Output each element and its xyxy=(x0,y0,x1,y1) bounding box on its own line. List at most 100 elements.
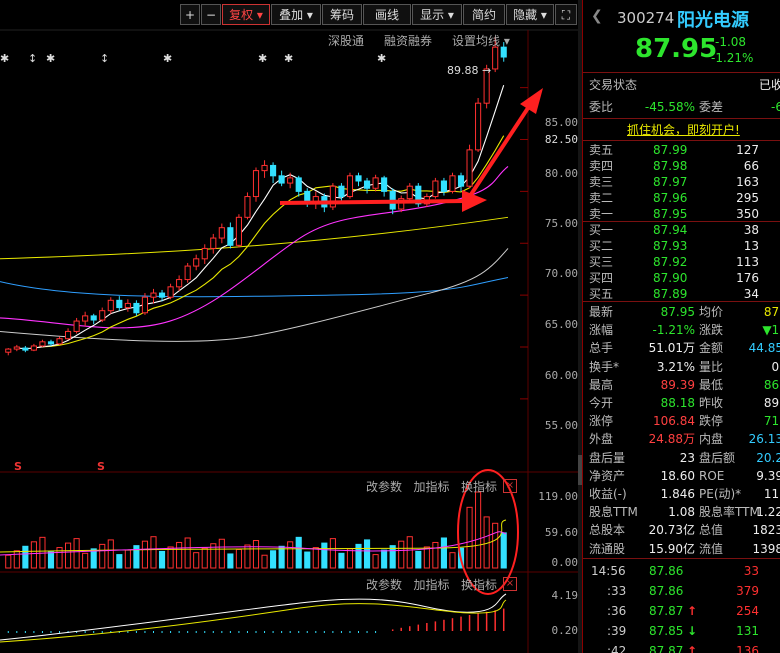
tick-list[interactable]: 14:56 87.86 33:33 87.86 379:36 87.87 ↑ 254:39 87… xyxy=(583,562,780,653)
axis-label: 80.00 xyxy=(544,167,578,180)
event-marker: ✱ xyxy=(163,52,172,65)
stat-row: 最新 87.95 均价 87. xyxy=(583,303,780,321)
tick-arrow-icon: ↑ xyxy=(687,604,698,618)
volume-bar xyxy=(312,547,319,569)
hide-label: 隐藏 xyxy=(513,8,538,22)
tick-volume: 254 xyxy=(736,604,759,618)
edit-params-link[interactable]: 改参数 xyxy=(366,578,403,592)
candle-body xyxy=(432,180,439,198)
order-diff-value: -6 xyxy=(771,100,780,114)
event-marker: ✱ xyxy=(46,52,55,65)
volume-bar xyxy=(338,552,345,569)
stat-value: 89. xyxy=(763,396,780,410)
switch-indicator-link[interactable]: 换指标 xyxy=(460,578,497,592)
volume-bar xyxy=(235,548,242,569)
axis-label: 4.19 xyxy=(551,589,579,602)
volume-bar xyxy=(167,546,174,569)
candle-body xyxy=(466,149,473,187)
tick-price: 87.86 xyxy=(649,584,684,598)
stat-value: 86. xyxy=(763,377,780,392)
open-account-link[interactable]: 抓住机会，即刻开户! xyxy=(627,123,740,137)
bid-book: 买一 87.94 38 买二 87.93 13 买三 87.92 113 买四 87.90 176 买五… xyxy=(583,222,780,302)
axis-label: 55.00 xyxy=(544,419,578,432)
hk-connect-link[interactable]: 深股通 xyxy=(328,34,365,48)
stat-label: 收益(-) xyxy=(589,487,627,501)
volume-bar xyxy=(193,552,200,569)
stat-value: 89.39 xyxy=(660,377,695,392)
stat-row: 换手* 3.21% 量比 0. xyxy=(583,358,780,376)
ma-120-line xyxy=(0,276,509,298)
close-icon[interactable]: × xyxy=(503,577,517,591)
candle-body xyxy=(235,216,242,246)
tick-time: :39 xyxy=(607,624,627,638)
bid-volume: 113 xyxy=(736,255,759,269)
bid-volume: 13 xyxy=(743,239,759,253)
stat-label: 今开 xyxy=(589,396,614,410)
volume-bar xyxy=(389,545,396,569)
ask-volume: 127 xyxy=(736,143,759,157)
bid-row: 买五 87.89 34 xyxy=(583,285,780,303)
close-icon[interactable]: × xyxy=(503,479,517,493)
bid-volume: 38 xyxy=(743,223,759,237)
ma-5-line xyxy=(16,85,505,350)
candle-body xyxy=(381,177,388,192)
candle-body xyxy=(201,247,208,260)
stat-value: 24.88万 xyxy=(648,432,695,447)
tick-price: 87.87 xyxy=(649,604,684,618)
ask-price: 87.99 xyxy=(653,143,688,157)
kline-chart[interactable]: ✱ ↕ ✱ ↕ ✱ ✱ ✱ ✱ S S xyxy=(0,0,580,653)
switch-indicator-link[interactable]: 换指标 xyxy=(460,480,497,494)
ask-price: 87.95 xyxy=(653,207,688,221)
volume-bar xyxy=(398,540,405,569)
chips-button[interactable]: 筹码 xyxy=(322,4,362,25)
stat-value: 15.90亿 xyxy=(648,541,695,556)
ma-settings-link[interactable]: 设置均线 ▾ xyxy=(452,32,510,49)
stat-row: 今开 88.18 昨收 89. xyxy=(583,394,780,412)
add-indicator-link[interactable]: 加指标 xyxy=(413,578,450,592)
edit-params-link[interactable]: 改参数 xyxy=(366,480,403,494)
chevron-left-icon[interactable]: ❮ xyxy=(591,8,603,24)
add-indicator-link[interactable]: 加指标 xyxy=(413,480,450,494)
ask-volume: 295 xyxy=(736,191,759,205)
margin-trading-link[interactable]: 融资融券 xyxy=(384,34,433,48)
price-change: -1.08 xyxy=(715,35,747,49)
candle-body xyxy=(406,185,413,200)
volume-bar xyxy=(218,538,225,569)
trade-status-row: 交易状态 已收 xyxy=(583,76,780,94)
candle-body xyxy=(176,279,183,288)
splitter-handle[interactable] xyxy=(578,455,582,485)
simple-button[interactable]: 简约 xyxy=(463,4,505,25)
stat-label: 换手* xyxy=(589,359,620,374)
candle-body xyxy=(287,177,294,184)
order-ratio-label: 委比 xyxy=(589,100,614,114)
candle-body xyxy=(30,345,37,351)
panel-splitter[interactable] xyxy=(578,0,582,653)
event-marker: ↕ xyxy=(100,52,109,65)
stat-value: 1.08 xyxy=(668,505,695,520)
tick-volume: 131 xyxy=(736,624,759,638)
ask-label: 卖三 xyxy=(589,175,614,189)
volume-bar xyxy=(432,541,439,569)
chart-toolbar: + − 复权 ▾ 叠加 ▾ 筹码 画线 显示 ▾ 简约 隐藏 ▾ ⛶ xyxy=(0,0,580,30)
fullscreen-icon[interactable]: ⛶ xyxy=(555,4,577,25)
high-value: 89.88 xyxy=(447,64,479,77)
volume-bar xyxy=(176,541,183,569)
order-ratio-row: 委比 -45.58% 委差 -6 xyxy=(583,98,780,116)
candle-body xyxy=(47,341,55,345)
volume-bar xyxy=(244,544,251,569)
hide-dropdown[interactable]: 隐藏 ▾ xyxy=(506,4,554,25)
zoom-out-button[interactable]: − xyxy=(201,4,221,25)
draw-line-button[interactable]: 画线 xyxy=(363,4,411,25)
bid-price: 87.92 xyxy=(653,255,688,269)
zoom-in-button[interactable]: + xyxy=(180,4,200,25)
stat-row: 总手 51.01万 金额 44.85 xyxy=(583,339,780,357)
candle-body xyxy=(415,185,422,205)
candle-body xyxy=(193,258,200,267)
overlay-dropdown[interactable]: 叠加 ▾ xyxy=(271,4,321,25)
candle-body xyxy=(167,286,174,298)
bid-row: 买二 87.93 13 xyxy=(583,237,780,255)
volume-bar xyxy=(141,540,149,569)
adjust-right-dropdown[interactable]: 复权 ▾ xyxy=(222,4,270,25)
display-dropdown[interactable]: 显示 ▾ xyxy=(412,4,462,25)
ask-row: 卖三 87.97 163 xyxy=(583,173,780,191)
